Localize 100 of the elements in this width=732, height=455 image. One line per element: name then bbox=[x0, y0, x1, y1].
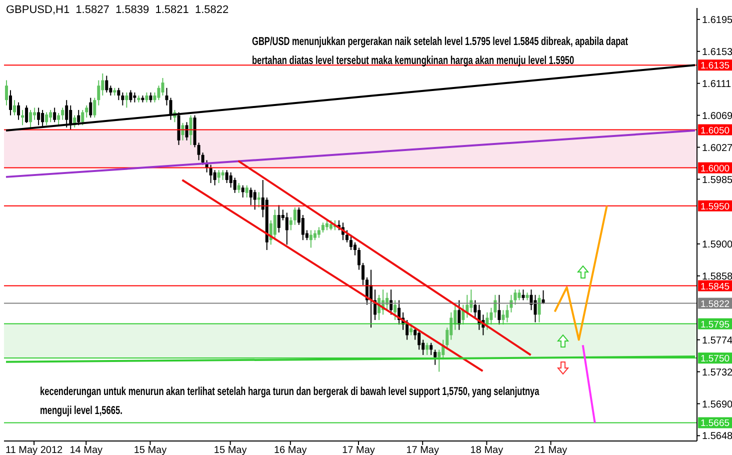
candlestick bbox=[201, 152, 204, 166]
ref-line-label: 1.5665 bbox=[700, 418, 730, 430]
candlestick bbox=[257, 192, 260, 208]
candlestick bbox=[285, 212, 288, 246]
x-tick-label: 21 May bbox=[534, 445, 568, 455]
y-tick-label: 1.6069 bbox=[702, 110, 732, 122]
y-tick-label: 1.6153 bbox=[702, 46, 732, 58]
candlestick bbox=[9, 90, 12, 116]
candlestick bbox=[213, 170, 216, 186]
candlestick bbox=[394, 300, 397, 321]
candlestick bbox=[510, 294, 513, 313]
y-tick-label: 1.6195 bbox=[702, 14, 732, 26]
candlestick bbox=[25, 104, 28, 124]
y-tick-label: 1.5690 bbox=[702, 399, 732, 410]
x-tick-label: 17 May bbox=[406, 445, 439, 455]
candlestick bbox=[470, 289, 473, 313]
candlestick bbox=[522, 289, 525, 301]
y-tick-label: 1.5985 bbox=[702, 174, 732, 186]
candlestick bbox=[430, 342, 433, 356]
chart-title: GBPUSD,H1 1.5827 1.5839 1.5821 1.5822 bbox=[6, 4, 229, 16]
candlestick bbox=[245, 184, 248, 198]
x-tick-label: 17 May bbox=[342, 445, 375, 455]
candlestick bbox=[129, 90, 132, 103]
candlestick bbox=[41, 109, 44, 128]
candlestick bbox=[229, 172, 232, 188]
candlestick bbox=[289, 216, 292, 231]
candlestick bbox=[225, 170, 228, 184]
candlestick bbox=[181, 122, 184, 141]
candlestick bbox=[161, 78, 164, 96]
candlestick bbox=[97, 80, 100, 106]
ref-line-label: 1.6050 bbox=[700, 125, 730, 136]
annotation: GBP/USD menunjukkan pergerakan naik setelah level 1.5795 level 1.5845 dibreak, apabila dapat bertahan diatas level tersebut maka kemungkinan harga akan menuju level 1.5950 bbox=[252, 35, 629, 69]
candlestick bbox=[277, 204, 280, 233]
candlestick bbox=[117, 87, 120, 101]
candlestick bbox=[149, 92, 152, 103]
candlestick bbox=[221, 170, 224, 180]
candlestick bbox=[502, 310, 505, 326]
candlestick bbox=[506, 304, 509, 323]
candlestick bbox=[33, 107, 36, 120]
candlestick bbox=[241, 184, 244, 198]
candlestick bbox=[237, 182, 240, 194]
candlestick bbox=[321, 222, 324, 233]
candlestick bbox=[418, 329, 421, 350]
y-tick-label: 1.5732 bbox=[702, 367, 732, 378]
candlestick bbox=[125, 92, 128, 108]
candlestick bbox=[81, 109, 84, 126]
y-tick-label: 1.5774 bbox=[702, 335, 732, 346]
candlestick bbox=[93, 97, 96, 118]
candlestick bbox=[145, 92, 148, 103]
candlestick bbox=[105, 75, 108, 93]
ref-line-label: 1.6135 bbox=[700, 60, 730, 72]
candlestick bbox=[153, 92, 156, 103]
candlestick bbox=[273, 209, 276, 241]
candlestick bbox=[77, 109, 80, 126]
candlestick bbox=[538, 294, 541, 323]
candlestick bbox=[249, 187, 252, 206]
candlestick bbox=[518, 289, 521, 301]
candlestick bbox=[490, 307, 493, 326]
candlestick bbox=[426, 342, 429, 356]
ref-line-label: 1.5950 bbox=[700, 201, 730, 212]
y-tick-label: 1.6111 bbox=[702, 78, 732, 90]
candlestick bbox=[345, 230, 348, 243]
candlestick bbox=[534, 294, 537, 323]
y-tick-label: 1.5858 bbox=[702, 271, 732, 282]
candlestick bbox=[514, 289, 517, 306]
x-tick-label: 14 May bbox=[70, 445, 103, 455]
candlestick bbox=[49, 109, 52, 123]
candlestick bbox=[133, 92, 136, 103]
candlestick bbox=[189, 114, 192, 146]
y-tick-label: 1.6027 bbox=[702, 142, 732, 154]
candlestick bbox=[89, 97, 92, 118]
candlestick bbox=[13, 100, 16, 116]
candlestick bbox=[542, 290, 545, 305]
candlestick bbox=[101, 72, 104, 96]
candlestick bbox=[197, 142, 200, 161]
candlestick bbox=[434, 349, 437, 366]
candlestick bbox=[253, 189, 256, 210]
candlestick bbox=[530, 289, 533, 311]
candlestick bbox=[438, 349, 441, 372]
candlestick bbox=[65, 100, 68, 128]
y-tick-label: 1.5900 bbox=[702, 239, 732, 250]
candlestick bbox=[217, 170, 220, 184]
candlestick bbox=[233, 177, 236, 194]
candlestick bbox=[362, 262, 365, 286]
candlestick bbox=[354, 242, 357, 256]
candlestick bbox=[29, 109, 32, 128]
candlestick bbox=[358, 247, 361, 270]
candlestick bbox=[313, 230, 316, 241]
candlestick bbox=[349, 234, 352, 250]
ref-line-label: 1.5750 bbox=[700, 354, 730, 365]
candlestick bbox=[317, 226, 320, 238]
candlestick bbox=[309, 230, 312, 248]
x-tick-label: 11 May 2012 bbox=[6, 445, 64, 455]
candlestick bbox=[498, 294, 501, 326]
ref-line-label: 1.5795 bbox=[700, 319, 730, 330]
x-tick-label: 16 May bbox=[274, 445, 307, 455]
ref-line-label: 1.5822 bbox=[700, 298, 730, 310]
candlestick bbox=[165, 87, 168, 106]
candlestick bbox=[293, 206, 296, 226]
x-tick-label: 18 May bbox=[470, 445, 504, 455]
